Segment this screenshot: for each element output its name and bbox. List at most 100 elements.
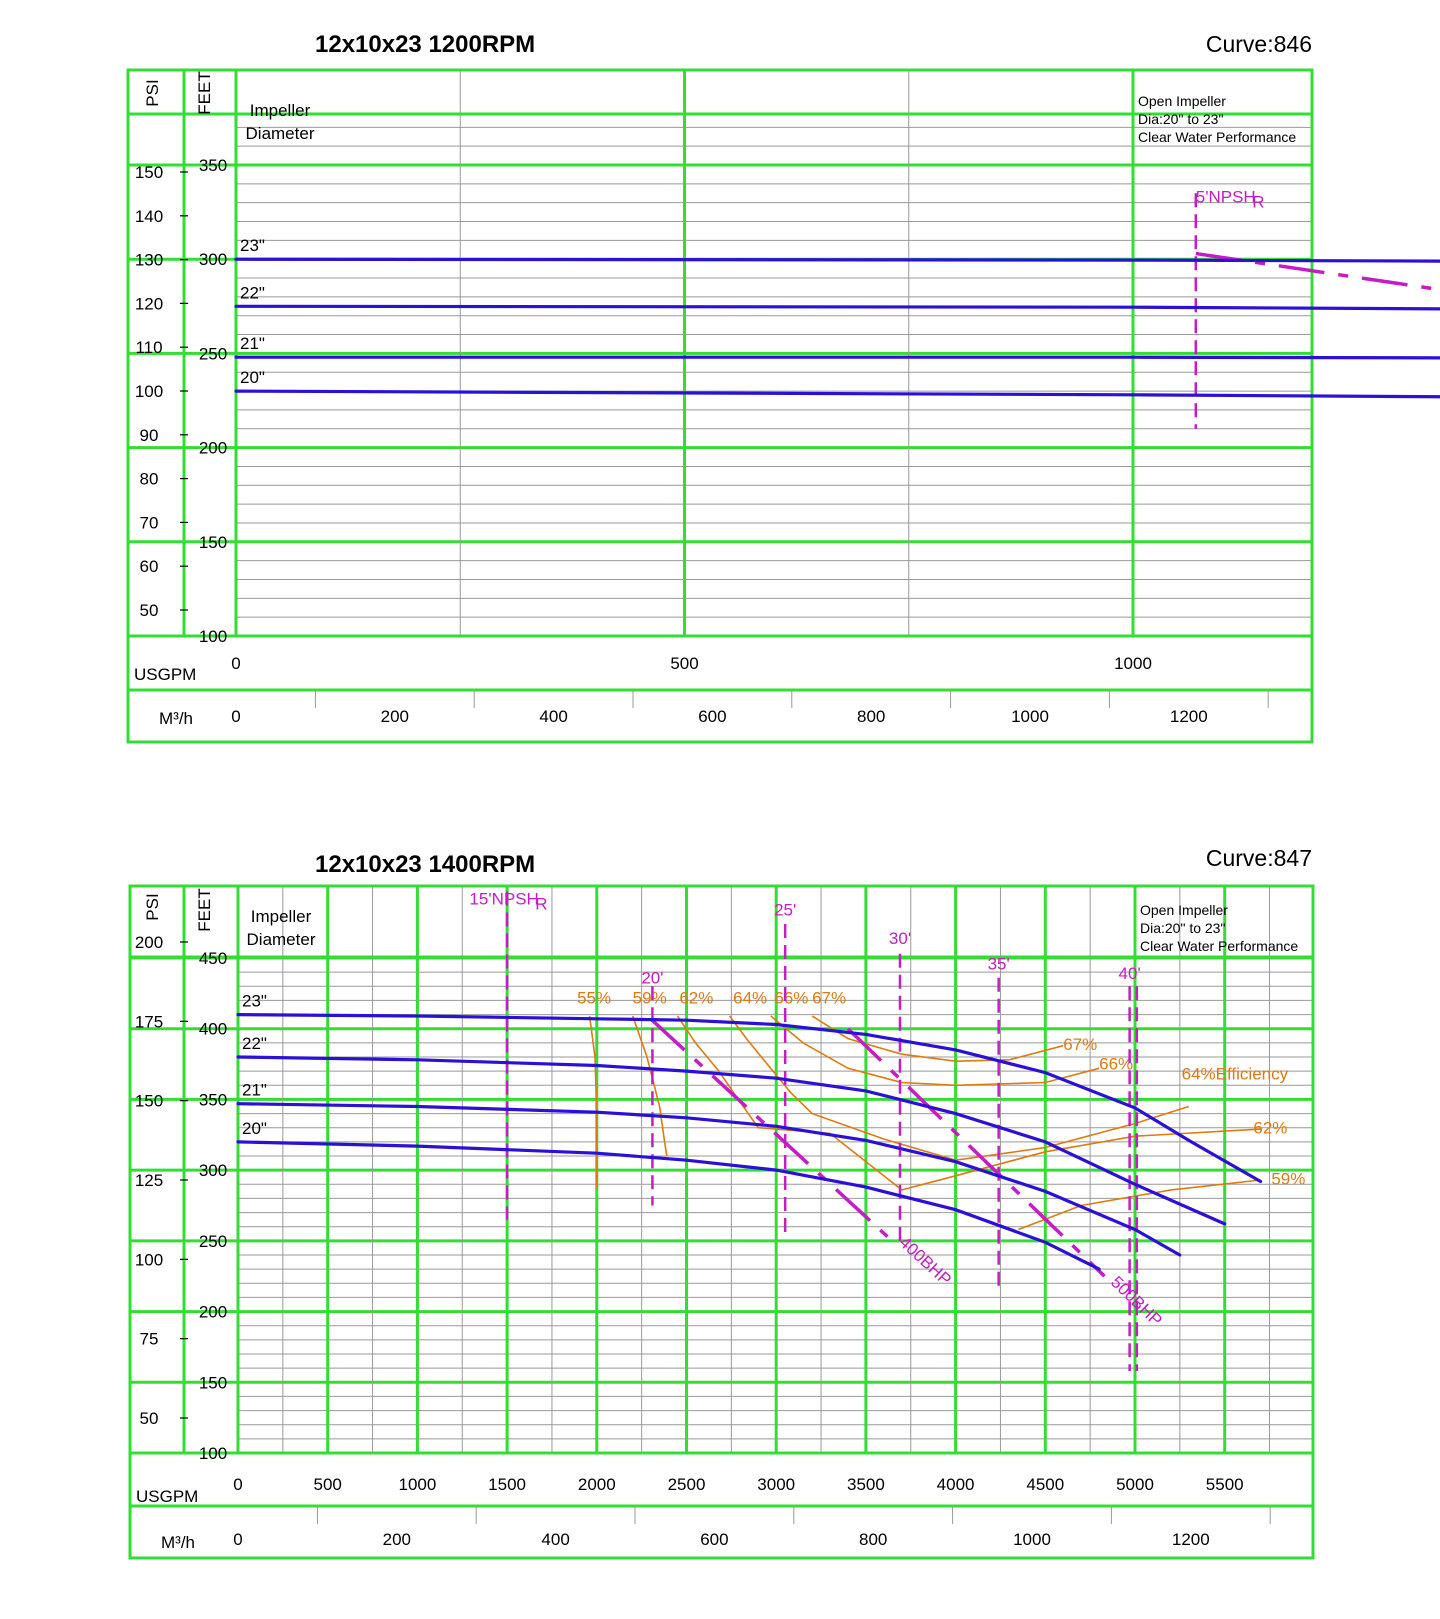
npsh-label: 15'NPSH xyxy=(469,889,538,908)
impeller-diameter-label: 21" xyxy=(240,334,265,353)
bhp-line xyxy=(1195,251,1440,292)
psi-tick-label: 150 xyxy=(135,163,163,182)
npsh-label: 30' xyxy=(889,929,911,948)
psi-tick-label: 150 xyxy=(135,1092,163,1111)
npsh-label: 40' xyxy=(1119,964,1141,983)
efficiency-curve xyxy=(811,1015,1064,1063)
npsh-label: 5'NPSH xyxy=(1196,188,1256,207)
m3h-tick-label: 800 xyxy=(859,1530,887,1549)
efficiency-curve xyxy=(588,1015,598,1189)
feet-tick-label: 150 xyxy=(199,1373,227,1392)
feet-tick-label: 150 xyxy=(199,533,227,552)
psi-tick-label: 50 xyxy=(140,1409,159,1428)
head-curve xyxy=(236,1102,1182,1257)
feet-tick-label: 300 xyxy=(199,250,227,269)
head-curve xyxy=(234,389,1440,399)
feet-tick-label: 400 xyxy=(199,1020,227,1039)
impeller-label-line1: Impeller xyxy=(251,907,312,926)
npsh-label: 20' xyxy=(641,968,663,987)
impeller-diameter-label: 20" xyxy=(240,368,265,387)
x-tick-label: 0 xyxy=(231,654,240,673)
feet-tick-label: 450 xyxy=(199,949,227,968)
m3h-tick-label: 200 xyxy=(381,707,409,726)
m3h-tick-label: 1200 xyxy=(1172,1530,1210,1549)
efficiency-label: 55% xyxy=(577,988,611,1007)
chart-title: 12x10x23 1200RPM xyxy=(315,31,535,58)
head-curve xyxy=(236,1013,1263,1184)
bhp-line xyxy=(649,1017,889,1238)
impeller-label-line2: Diameter xyxy=(246,124,315,143)
psi-tick-label: 140 xyxy=(135,207,163,226)
head-curve xyxy=(236,1055,1227,1226)
curve-number: Curve:846 xyxy=(1206,31,1312,57)
x-tick-label: 5500 xyxy=(1206,1475,1244,1494)
npsh-label: 35' xyxy=(988,954,1010,973)
note-line2: Dia:20" to 23" xyxy=(1138,111,1223,127)
psi-axis-label: PSI xyxy=(143,893,162,920)
m3h-tick-label: 1200 xyxy=(1170,707,1208,726)
psi-tick-label: 110 xyxy=(135,338,162,357)
m3h-tick-label: 800 xyxy=(857,707,885,726)
note-line3: Clear Water Performance xyxy=(1140,938,1298,954)
note-line1: Open Impeller xyxy=(1138,93,1226,109)
psi-tick-label: 50 xyxy=(140,601,159,620)
feet-tick-label: 250 xyxy=(199,1232,227,1251)
head-curves: 23" 22" 21" 20" xyxy=(234,236,1440,399)
npsh-lines: 5'NPSHR10'15'20' xyxy=(1194,188,1264,429)
m3h-label: M³/h xyxy=(159,709,193,728)
psi-tick-label: 80 xyxy=(140,470,159,489)
usgpm-label: USGPM xyxy=(136,1487,198,1506)
psi-tick-label: 100 xyxy=(135,382,163,401)
chart-frame xyxy=(126,68,1314,744)
npsh-subscript: R xyxy=(1252,193,1264,212)
m3h-label: M³/h xyxy=(161,1533,195,1552)
m3h-tick-label: 0 xyxy=(231,707,240,726)
psi-tick-label: 200 xyxy=(135,933,163,952)
efficiency-curve xyxy=(770,1015,1100,1087)
note-line3: Clear Water Performance xyxy=(1138,129,1296,145)
efficiency-curve xyxy=(1018,1179,1261,1231)
psi-tick-label: 120 xyxy=(135,294,163,313)
note-line2: Dia:20" to 23" xyxy=(1140,920,1225,936)
m3h-tick-label: 1000 xyxy=(1013,1530,1051,1549)
efficiency-label: 62% xyxy=(1253,1118,1287,1137)
bhp-line xyxy=(846,1027,1106,1278)
efficiency-label: 66% xyxy=(1099,1055,1133,1074)
efficiency-curve xyxy=(728,1015,1190,1162)
x-tick-label: 500 xyxy=(670,654,698,673)
psi-tick-label: 75 xyxy=(140,1330,159,1349)
efficiency-label: 67% xyxy=(1063,1035,1097,1054)
impeller-label-line1: Impeller xyxy=(250,101,311,120)
tick-labels: 0500100015002000250030003500400045005000… xyxy=(135,156,1208,726)
efficiency-label: 66% xyxy=(774,988,808,1007)
chart-1200rpm: 12x10x23 1200RPM Curve:846 PSI FEET Impe… xyxy=(126,31,1440,744)
m3h-tick-label: 200 xyxy=(383,1530,411,1549)
x-tick-label: 1000 xyxy=(398,1475,436,1494)
feet-tick-label: 350 xyxy=(199,1090,227,1109)
npsh-label: 25' xyxy=(774,901,796,920)
chart-title: 12x10x23 1400RPM xyxy=(315,851,535,878)
efficiency-label: 64%Efficiency xyxy=(1182,1065,1289,1084)
efficiency-label: 59% xyxy=(633,988,667,1007)
x-tick-label: 3000 xyxy=(757,1475,795,1494)
efficiency-curve xyxy=(631,1015,668,1157)
impeller-diameter-label: 21" xyxy=(242,1081,267,1100)
impeller-diameter-label: 22" xyxy=(240,283,265,302)
efficiency-label: 67% xyxy=(812,988,846,1007)
impeller-diameter-label: 23" xyxy=(242,992,267,1011)
x-tick-label: 2000 xyxy=(578,1475,616,1494)
feet-axis-label: FEET xyxy=(195,71,214,114)
feet-tick-label: 250 xyxy=(199,344,227,363)
efficiency-label: 59% xyxy=(1271,1169,1305,1188)
head-curve xyxy=(234,355,1440,360)
efficiency-label: 62% xyxy=(679,988,713,1007)
efficiency-label: 64% xyxy=(733,988,767,1007)
note-line1: Open Impeller xyxy=(1140,902,1228,918)
feet-tick-label: 100 xyxy=(199,1444,227,1463)
x-tick-label: 3500 xyxy=(847,1475,885,1494)
feet-tick-label: 200 xyxy=(199,1303,227,1322)
m3h-tick-label: 400 xyxy=(541,1530,569,1549)
curve-number: Curve:847 xyxy=(1206,845,1312,871)
